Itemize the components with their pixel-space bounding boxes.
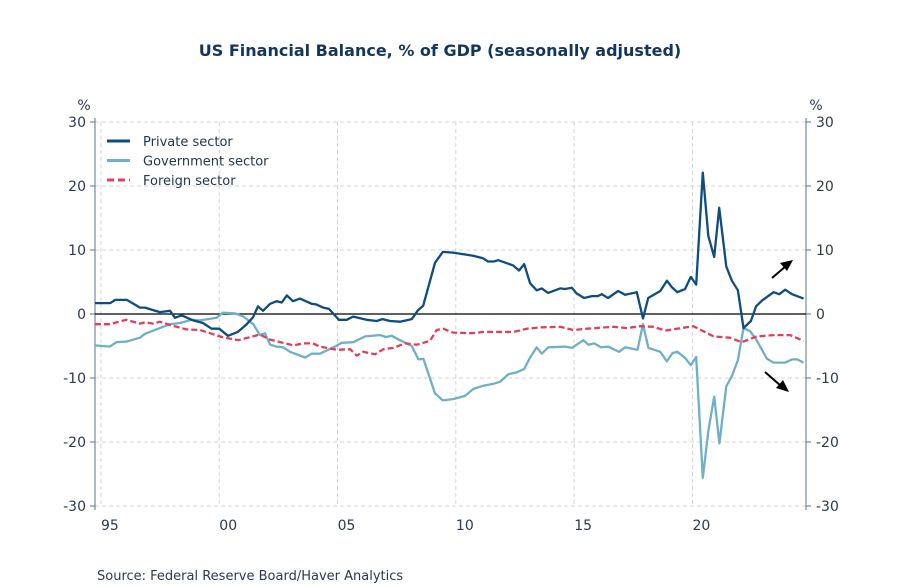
x-tick-label: 00	[219, 518, 237, 534]
series-lines	[94, 171, 805, 479]
y-tick-label-left: -10	[63, 371, 86, 387]
x-tick-label: 95	[101, 518, 119, 534]
y-tick-label-right: 30	[816, 115, 834, 131]
arrow-up-right-icon	[771, 260, 793, 279]
x-tick-label: 20	[693, 518, 711, 534]
series-line-private-sector	[95, 171, 805, 337]
legend-label: Private sector	[143, 135, 233, 150]
legend: Private sector Government sector Foreign s…	[107, 135, 269, 189]
y-tick-label-left: -20	[63, 435, 86, 451]
y-tick-label-left: 10	[68, 243, 86, 259]
legend-label: Foreign sector	[143, 174, 236, 189]
y-tick-label-right: 0	[816, 307, 825, 323]
right-axis-unit: %	[809, 98, 822, 114]
x-tick-label: 15	[574, 518, 592, 534]
legend-label: Government sector	[143, 155, 269, 170]
y-tick-label-left: 20	[68, 179, 86, 195]
y-tick-label-left: 0	[77, 307, 86, 323]
x-tick-label: 10	[456, 518, 474, 534]
y-tick-label-right: -20	[816, 435, 839, 451]
x-tick-label: 05	[338, 518, 356, 534]
y-tick-label-right: -30	[816, 499, 839, 515]
y-tick-label-left: -30	[63, 499, 86, 515]
y-tick-label-left: 30	[68, 115, 86, 131]
left-axis-unit: %	[77, 98, 90, 114]
series-line-foreign-sector	[95, 318, 805, 357]
y-tick-label-right: 20	[816, 179, 834, 195]
source-note: Source: Federal Reserve Board/Haver Anal…	[97, 569, 403, 584]
series-line-government-sector	[94, 311, 805, 479]
y-tick-label-right: -10	[816, 371, 839, 387]
chart-title: US Financial Balance, % of GDP (seasonal…	[199, 41, 681, 60]
arrow-down-right-icon	[764, 371, 789, 392]
y-tick-label-right: 10	[816, 243, 834, 259]
